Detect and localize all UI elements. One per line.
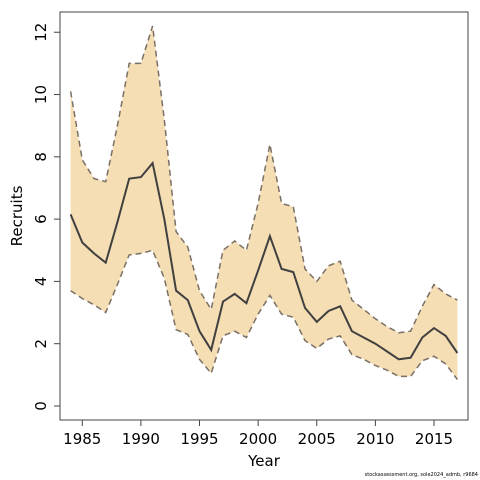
x-tick-label: 2010 <box>356 430 394 448</box>
footnote: stockassessment.org, sole2024_admb, r968… <box>365 472 478 478</box>
upper-bound-line <box>69 25 458 334</box>
plot-area <box>69 25 459 380</box>
y-axis-title: Recruits <box>8 185 26 246</box>
median-line <box>69 160 459 361</box>
y-tick-label: 0 <box>32 401 50 411</box>
x-axis: 1985 1990 1995 2000 2005 2010 2015 <box>63 420 453 448</box>
x-tick-label: 2000 <box>239 430 277 448</box>
x-axis-title: Year <box>247 452 281 470</box>
y-tick-label: 6 <box>32 214 50 224</box>
y-tick-label: 10 <box>32 85 50 104</box>
x-tick-label: 2015 <box>415 430 453 448</box>
confidence-band <box>70 26 458 380</box>
x-tick-label: 1990 <box>122 430 160 448</box>
y-tick-label: 12 <box>32 23 50 42</box>
y-tick-label: 8 <box>32 152 50 162</box>
y-axis: 0 2 4 6 8 10 12 <box>32 23 60 411</box>
x-tick-label: 2005 <box>298 430 336 448</box>
lower-bound-line <box>70 249 458 380</box>
x-tick-label: 1995 <box>180 430 218 448</box>
y-tick-label: 4 <box>32 277 50 287</box>
plot-frame <box>59 11 469 421</box>
x-tick-label: 1985 <box>63 430 101 448</box>
y-tick-label: 2 <box>32 339 50 349</box>
